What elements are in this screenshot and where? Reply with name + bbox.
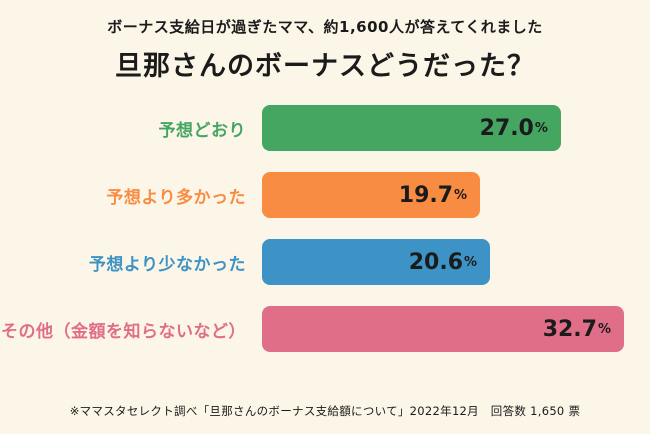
chart-row: その他（金額を知らないなど） 32.7% [0,306,624,352]
category-label: 予想より少なかった [88,254,246,275]
category-label: 予想より多かった [106,187,246,208]
value-label: 20.6 [408,249,464,275]
value-unit: % [534,120,548,136]
value-label: 27.0 [479,115,534,141]
chart-title: 旦那さんのボーナスどうだった？ [115,51,535,82]
value-label: 19.7 [398,182,454,208]
chart-row: 予想より少なかった 20.6% [0,239,624,285]
bar: 19.7% [262,172,481,218]
category-label: 予想どおり [158,120,246,141]
chart-row: 予想どおり 27.0% [0,105,624,151]
bar: 27.0% [262,105,561,151]
chart-row: 予想より多かった 19.7% [0,172,624,218]
chart-rows: 予想どおり 27.0% 予想より多かった 19.7% 予想より少なかった 20.6% その他… [0,105,624,352]
chart-header: ボーナス支給日が過ぎたママ、約1,600人が答えてくれました 旦那さんのボーナス… [0,0,650,83]
value-unit: % [454,187,468,203]
value-unit: % [464,254,478,270]
category-label: その他（金額を知らないなど） [1,321,246,342]
bar: 32.7% [262,306,624,352]
bar: 20.6% [262,239,491,285]
value-unit: % [597,321,611,337]
chart-subtitle: ボーナス支給日が過ぎたママ、約1,600人が答えてくれました [107,18,543,36]
bar-track: 27.0% [262,105,624,151]
bar-chart: 予想どおり 27.0% 予想より多かった 19.7% 予想より少なかった 20.6% その他… [0,105,650,352]
bar-track: 20.6% [262,239,624,285]
source-note: ※ママスタセレクト調べ「旦那さんのボーナス支給額について」2022年12月 回答… [69,404,581,418]
bar-track: 19.7% [262,172,624,218]
bar-track: 32.7% [262,306,624,352]
value-label: 32.7 [542,316,597,342]
